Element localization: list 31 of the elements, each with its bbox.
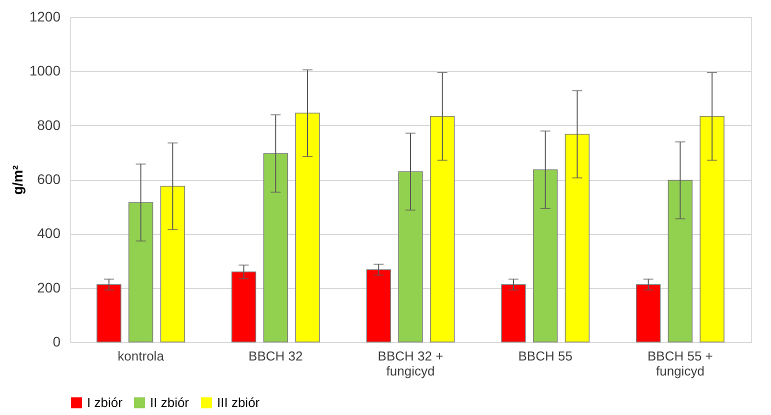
x-tick-label: BBCH 55 + fungicyd [648,348,713,378]
y-tick-label: 1200 [29,8,61,24]
bar [533,169,558,342]
y-tick-label: 600 [37,171,61,187]
legend-label: II zbiór [150,394,190,410]
x-tick-label: kontrola [118,348,165,364]
y-tick-label: 1000 [29,62,61,79]
x-tick-label: BBCH 32 + fungicyd [378,348,444,378]
legend-label: III zbiór [217,394,260,410]
y-tick-label: 200 [37,279,61,296]
bar [96,284,122,342]
y-tick-label: 400 [37,225,61,242]
x-tick-label: BBCH 55 [518,348,572,364]
bar [564,134,590,342]
y-tick-label: 800 [37,116,61,133]
bar [430,116,455,342]
y-axis-title: g/m² [9,164,26,195]
bar [366,269,391,342]
legend-label: I zbiór [87,394,124,410]
bar [501,284,526,342]
bar [263,153,288,342]
y-tick-label: 0 [52,334,61,350]
bar [128,202,154,342]
bar [160,186,186,342]
bar [668,180,693,342]
bar [398,171,423,342]
bar [636,284,661,342]
bar [231,271,256,342]
bar [295,112,320,342]
x-tick-label: BBCH 32 [248,348,303,364]
bar [700,116,724,342]
